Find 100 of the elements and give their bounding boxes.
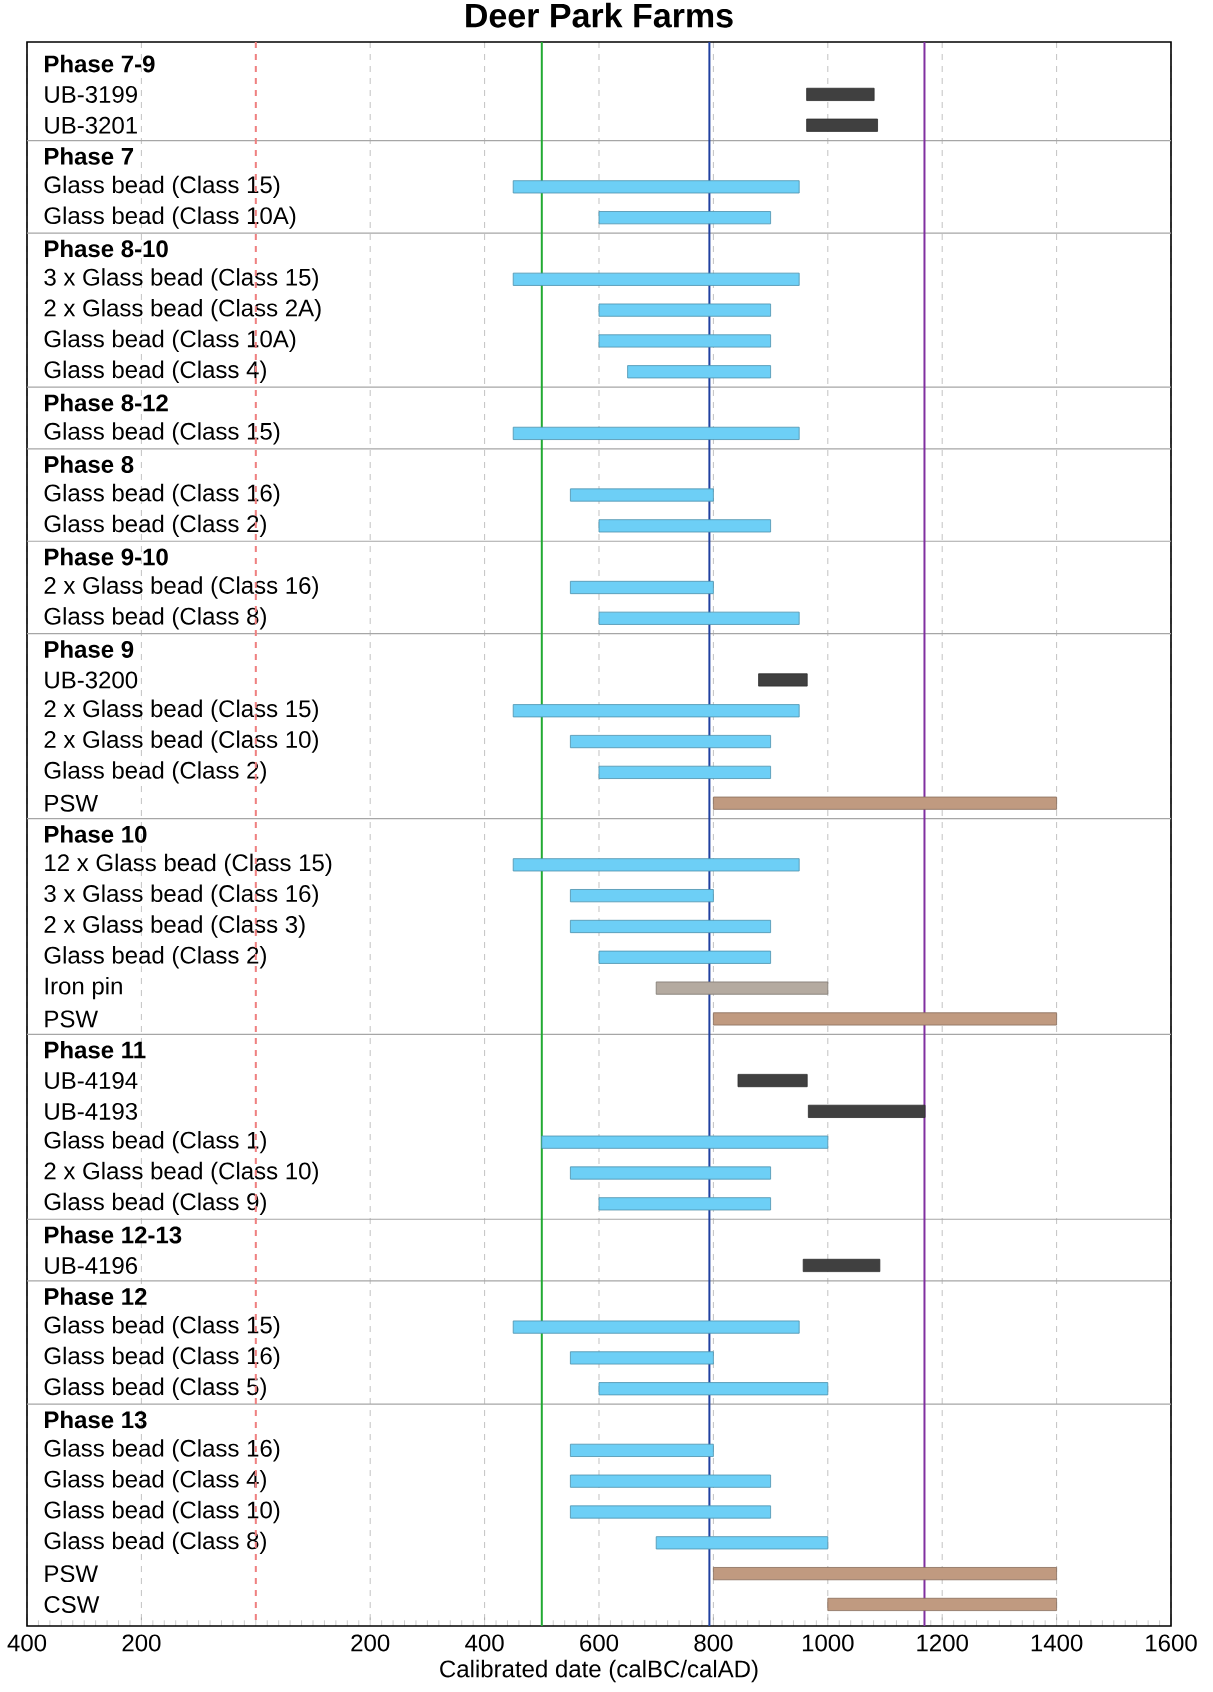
bar [512, 1320, 800, 1334]
y-tick-label: Glass bead (Class 5) [44, 1377, 266, 1400]
chart-title: Deer Park Farms [466, 2, 733, 28]
y-tick-label: Glass bead (Class 16) [44, 483, 280, 507]
y-tick-label: 2 x Glass bead (Class 3) [44, 915, 305, 938]
bar [541, 1135, 829, 1149]
bar [570, 919, 771, 934]
bar [570, 1351, 714, 1365]
y-tick-label: Phase 12-13 [45, 1225, 182, 1244]
y-tick-label: Glass bead (Class 10) [44, 1500, 280, 1524]
y-tick-label: 3 x Glass bead (Class 15) [44, 268, 318, 291]
y-tick-label: Glass bead (Class 16) [44, 1439, 280, 1462]
y-tick-label: UB-4194 [45, 1072, 138, 1090]
x-tick-label: 600 [580, 1634, 619, 1652]
bar [806, 87, 875, 101]
bar [598, 334, 771, 348]
y-tick-label: Phase 7 [45, 147, 134, 165]
bar [512, 704, 800, 718]
y-tick-label: Glass bead (Class 16) [44, 1346, 280, 1370]
bar [570, 1474, 771, 1488]
bar [598, 519, 771, 533]
y-tick-label: UB-3201 [45, 116, 137, 134]
y-tick-label: Iron pin [45, 976, 122, 1000]
bar [802, 1258, 881, 1273]
y-tick-label: Phase 13 [45, 1410, 147, 1429]
y-tick-label: Glass bead (Class 15) [44, 175, 280, 199]
bar [807, 1104, 926, 1118]
y-tick-label: UB-3199 [45, 85, 137, 103]
y-tick-label: Phase 7-9 [45, 54, 155, 73]
bar [806, 118, 878, 132]
y-tick-label: 3 x Glass bead (Class 16) [44, 884, 318, 907]
y-tick-label: Glass bead (Class 15) [44, 422, 280, 445]
y-tick-label: Phase 8 [45, 455, 134, 474]
x-tick-label: 200 [351, 1634, 390, 1652]
bar [627, 365, 771, 379]
y-tick-label: PSW [45, 1565, 98, 1583]
bar [713, 796, 1058, 810]
bar [570, 1505, 771, 1519]
bar [827, 1597, 1058, 1612]
bar [570, 735, 771, 749]
y-tick-label: Glass bead (Class 8) [44, 607, 266, 630]
y-tick-label: Phase 9-10 [45, 547, 168, 566]
bar [570, 889, 714, 903]
bar [570, 580, 714, 595]
y-tick-label: 2 x Glass bead (Class 10) [44, 1161, 318, 1185]
bar [598, 765, 771, 779]
y-tick-label: Phase 8-12 [45, 393, 168, 412]
y-tick-label: 2 x Glass bead (Class 15) [44, 699, 318, 722]
x-tick-label: 200 [122, 1634, 161, 1652]
bar [598, 611, 800, 625]
bar [512, 858, 800, 872]
bar [598, 950, 771, 964]
y-tick-label: UB-4193 [45, 1102, 138, 1120]
y-tick-label: Phase 11 [45, 1040, 146, 1059]
y-tick-label: Glass bead (Class 9) [44, 1192, 266, 1215]
y-tick-label: Glass bead (Class 10A) [44, 206, 296, 229]
bar [570, 1443, 714, 1457]
bar [758, 673, 808, 687]
x-tick-label: 800 [694, 1634, 733, 1652]
y-tick-label: Glass bead (Class 2) [44, 761, 266, 784]
bar [598, 303, 771, 317]
y-tick-label: UB-3200 [45, 671, 138, 689]
bar [598, 1382, 829, 1396]
y-tick-label: Glass bead (Class 10A) [44, 329, 296, 353]
x-tick-label: 400 [7, 1634, 47, 1652]
x-tick-label: 400 [465, 1634, 504, 1652]
x-axis-title: Calibrated date (calBC/calAD) [440, 1659, 758, 1683]
bar [598, 211, 771, 225]
y-tick-label: Phase 12 [45, 1287, 147, 1306]
x-tick-label: 1600 [1146, 1634, 1197, 1652]
y-tick-label: Phase 8-10 [45, 239, 168, 258]
y-tick-label: 2 x Glass bead (Class 2A) [44, 298, 321, 322]
y-tick-label: Glass bead (Class 1) [44, 1131, 266, 1154]
x-tick-label: 1200 [917, 1634, 968, 1652]
bar [570, 1166, 771, 1180]
y-tick-label: Phase 9 [45, 640, 134, 658]
y-tick-label: PSW [45, 794, 98, 812]
y-tick-label: Glass bead (Class 2) [44, 514, 266, 538]
y-tick-label: PSW [45, 1010, 98, 1028]
x-tick-label: 1400 [1031, 1634, 1083, 1652]
y-tick-label: Glass bead (Class 8) [44, 1531, 266, 1554]
bar [713, 1567, 1058, 1581]
bar [737, 1073, 808, 1088]
y-tick-label: 2 x Glass bead (Class 16) [44, 576, 318, 599]
y-tick-label: Glass bead (Class 2) [44, 946, 266, 969]
y-tick-label: UB-4196 [45, 1256, 138, 1274]
bar [655, 981, 829, 995]
bar [598, 1197, 771, 1211]
y-tick-label: 2 x Glass bead (Class 10) [44, 730, 318, 753]
bar [512, 426, 800, 440]
y-tick-label: Glass bead (Class 15) [44, 1315, 280, 1339]
y-tick-label: Phase 10 [45, 825, 147, 843]
y-tick-label: 12 x Glass bead (Class 15) [45, 853, 332, 876]
bar [512, 272, 800, 286]
bar [713, 1012, 1058, 1026]
y-tick-label: CSW [44, 1595, 100, 1613]
bar [512, 180, 800, 194]
bar [655, 1536, 829, 1550]
bar [570, 488, 714, 502]
x-tick-label: 1000 [802, 1634, 854, 1652]
